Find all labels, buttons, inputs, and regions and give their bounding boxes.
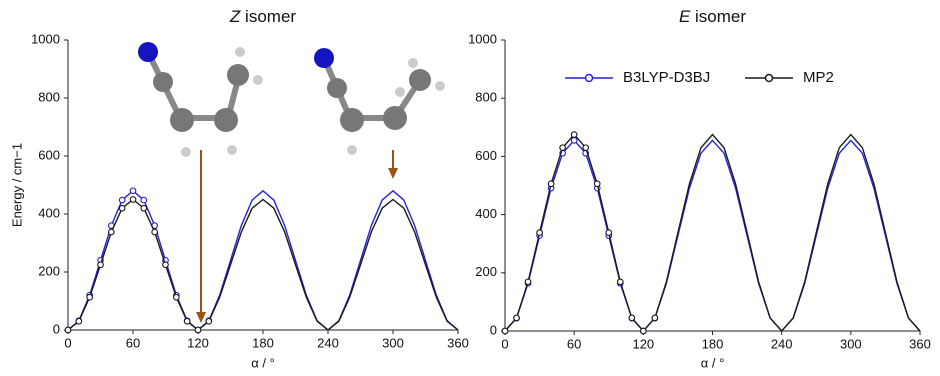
data-marker	[641, 328, 647, 334]
data-marker	[571, 138, 577, 144]
data-marker	[130, 188, 136, 194]
y-tick-label: 1000	[31, 31, 60, 46]
y-tick-label: 200	[38, 263, 60, 278]
y-tick-label: 600	[475, 148, 497, 163]
y-tick-label: 600	[38, 147, 60, 162]
x-tick-label: 360	[909, 336, 931, 351]
legend-marker	[766, 75, 773, 82]
chart-title: Z isomer	[229, 7, 296, 26]
data-marker	[98, 262, 104, 268]
y-tick-label: 800	[38, 89, 60, 104]
data-marker	[571, 132, 577, 138]
legend-label: MP2	[803, 69, 834, 86]
data-marker	[548, 181, 554, 187]
data-marker	[141, 197, 147, 203]
figure: Z isomer02004006008001000060120180240300…	[0, 0, 940, 371]
x-tick-label: 240	[771, 336, 793, 351]
data-marker	[152, 229, 158, 235]
data-marker	[119, 205, 125, 211]
y-tick-label: 400	[475, 206, 497, 221]
x-axis-label: α / °	[251, 355, 275, 370]
data-marker	[76, 319, 82, 325]
y-tick-label: 0	[490, 322, 497, 337]
data-marker	[537, 230, 543, 236]
data-marker	[109, 229, 115, 235]
x-tick-label: 300	[840, 336, 862, 351]
y-tick-label: 200	[475, 264, 497, 279]
data-marker	[502, 328, 508, 334]
series-line	[505, 135, 920, 331]
x-tick-label: 240	[317, 335, 339, 350]
legend-marker	[586, 75, 593, 82]
chart-title: E isomer	[679, 7, 746, 26]
data-marker	[206, 319, 212, 325]
x-tick-label: 0	[501, 336, 508, 351]
x-tick-label: 180	[252, 335, 274, 350]
title-symbol: Z	[229, 7, 241, 26]
series-line	[505, 140, 920, 331]
data-marker	[130, 197, 136, 203]
molecules	[138, 42, 445, 157]
y-tick-label: 0	[53, 321, 60, 336]
data-marker	[560, 145, 566, 151]
data-marker	[119, 197, 125, 203]
data-marker	[141, 205, 147, 211]
x-tick-label: 120	[187, 335, 209, 350]
y-tick-label: 1000	[468, 31, 497, 46]
data-marker	[594, 181, 600, 187]
data-marker	[195, 327, 201, 333]
data-marker	[65, 327, 71, 333]
data-marker	[606, 230, 612, 236]
y-tick-label: 800	[475, 90, 497, 105]
series-line	[68, 191, 458, 330]
x-axis-label: α / °	[701, 355, 725, 370]
data-marker	[174, 294, 180, 300]
data-marker	[184, 319, 190, 325]
x-tick-label: 360	[447, 335, 469, 350]
data-marker	[652, 315, 658, 321]
title-symbol: E	[679, 7, 691, 26]
data-marker	[617, 279, 623, 285]
data-marker	[163, 262, 169, 268]
legend-label: B3LYP-D3BJ	[623, 69, 710, 86]
x-tick-label: 60	[567, 336, 581, 351]
x-tick-label: 60	[126, 335, 140, 350]
x-tick-label: 0	[64, 335, 71, 350]
x-tick-label: 180	[702, 336, 724, 351]
series-line	[68, 200, 458, 331]
data-marker	[525, 279, 531, 285]
data-marker	[583, 145, 589, 151]
data-marker	[629, 315, 635, 321]
y-axis-label: Energy / cm−1	[9, 143, 24, 227]
x-tick-label: 300	[382, 335, 404, 350]
title-text: isomer	[695, 7, 746, 26]
y-tick-label: 400	[38, 205, 60, 220]
data-marker	[514, 315, 520, 321]
x-tick-label: 120	[632, 336, 654, 351]
data-marker	[87, 294, 93, 300]
title-text: isomer	[245, 7, 296, 26]
